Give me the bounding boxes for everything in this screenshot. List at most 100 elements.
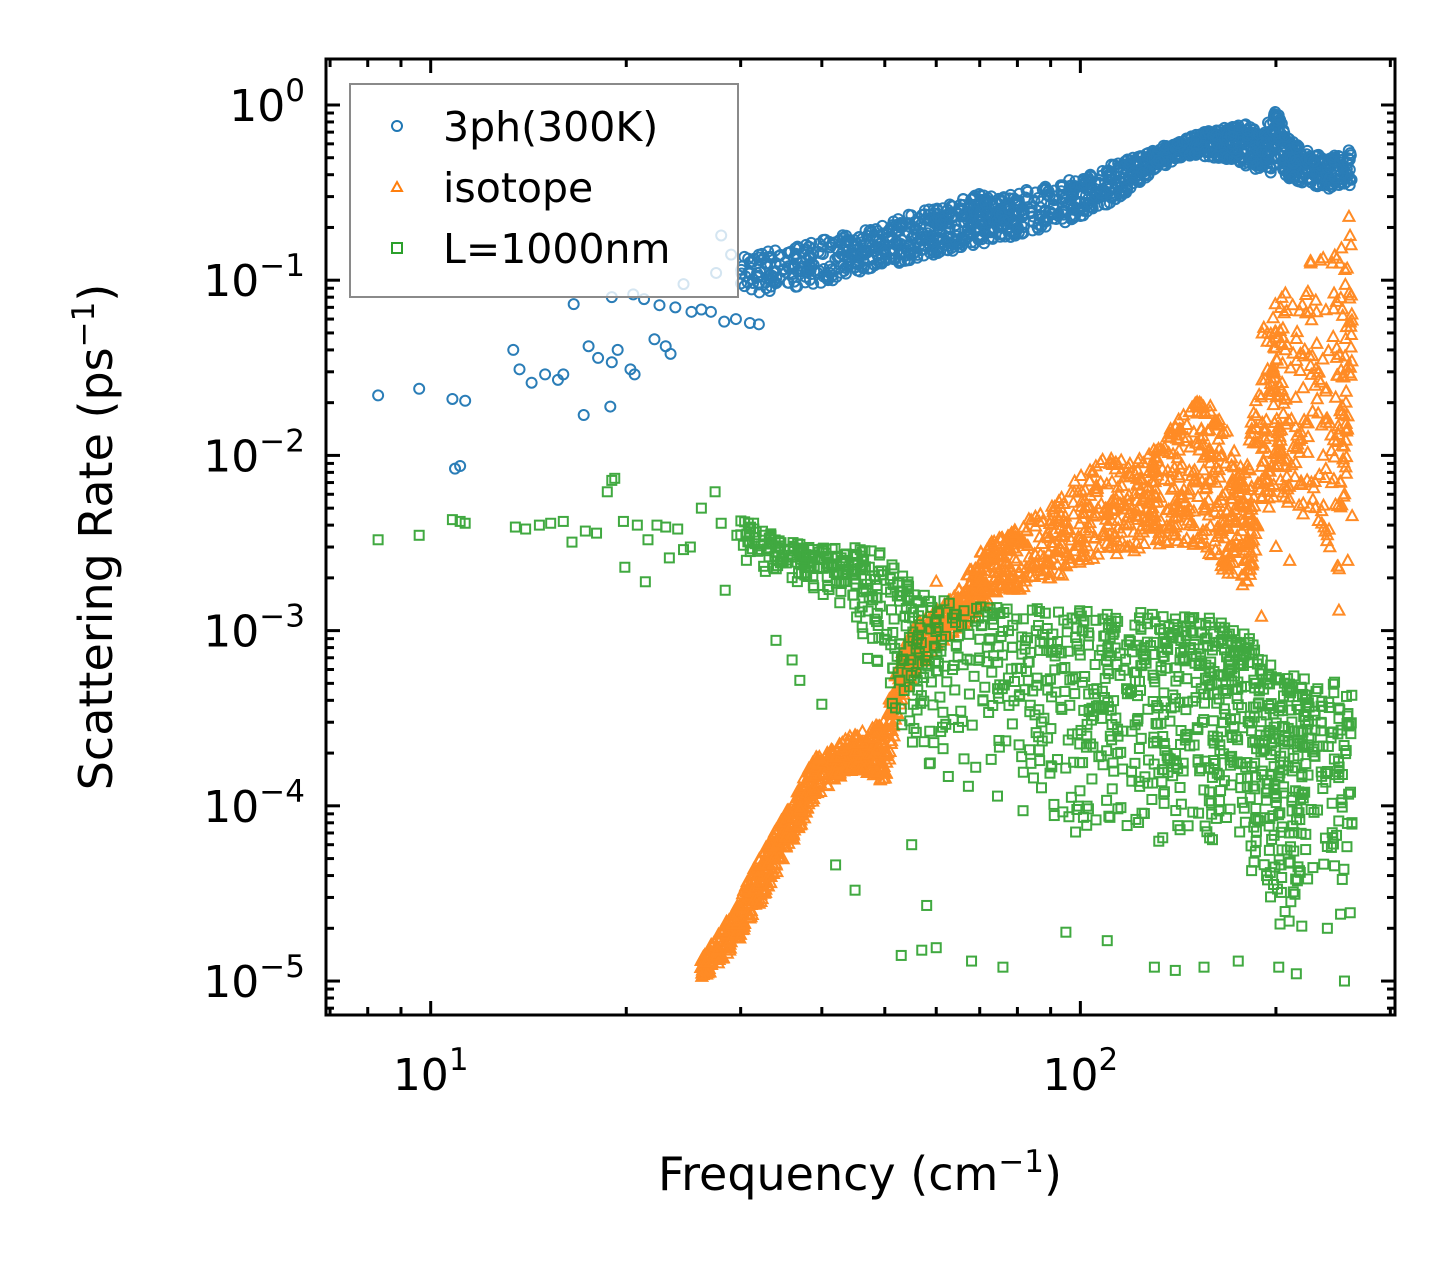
data-point-triangle [886,718,901,732]
data-point-square [994,607,1006,619]
data-point-square [1177,765,1189,777]
data-point-triangle [877,745,893,759]
data-point-circle [525,376,538,389]
data-point-triangle [1274,289,1290,303]
data-point-triangle [1284,411,1299,425]
data-point-square [1312,683,1324,695]
data-point-triangle [1203,398,1218,412]
data-point-triangle [1269,329,1284,343]
data-point-square [509,521,521,533]
data-point-circle [1130,170,1143,183]
data-point-square [1342,708,1354,720]
data-point-square [1077,757,1089,769]
data-point-square [1077,811,1089,823]
data-point-triangle [869,764,885,778]
data-point-square [1224,754,1236,766]
data-point-square [533,519,545,531]
data-point-square [520,523,532,535]
data-point-square [1112,723,1124,735]
data-point-triangle [1137,535,1152,550]
data-point-square [1056,703,1068,715]
data-point-triangle [1045,538,1060,552]
data-point-circle [1190,134,1203,147]
data-point-triangle [1036,566,1051,580]
data-point-circle [934,232,947,245]
data-point-square [1274,767,1286,779]
data-point-square [1185,625,1197,637]
data-point-circle [592,351,605,364]
data-point-square [1062,645,1074,657]
data-point-circle [1110,179,1123,192]
data-point-square [963,628,975,640]
data-point-square [1027,685,1039,697]
data-point-square [915,697,927,709]
data-point-square [1070,826,1082,838]
data-point-triangle [1296,495,1311,509]
data-point-circle [653,299,666,312]
data-point-square [1261,870,1273,882]
data-point-square [937,706,949,718]
data-point-triangle [1220,520,1236,535]
data-point-triangle [1296,348,1311,362]
data-point-circle [816,248,829,261]
data-point-square [823,560,835,572]
data-point-circle [1017,221,1030,234]
data-point-circle [1052,207,1065,220]
data-point-square [1079,671,1091,683]
data-point-square [787,537,799,549]
data-point-circle [718,315,731,328]
data-point-square [1002,672,1014,684]
data-point-triangle [1078,499,1093,513]
data-point-circle [828,264,841,277]
data-point-circle [1177,135,1190,148]
data-point-triangle [1028,547,1043,561]
data-point-square [857,628,869,640]
data-point-square [1237,660,1249,672]
data-point-circle [1021,185,1034,198]
data-point-circle [975,218,988,231]
data-point-triangle [1176,407,1191,421]
data-point-circle [1105,181,1118,194]
data-point-circle [789,249,802,262]
data-point-square [1047,645,1059,657]
data-point-triangle [1303,253,1318,267]
data-point-triangle [1344,306,1359,320]
data-point-circle [611,343,624,356]
data-point-square [907,612,919,624]
data-point-square [660,521,672,533]
data-point-triangle [1104,538,1120,552]
data-point-square [1279,906,1291,918]
data-point-square [808,582,820,594]
data-point-triangle [808,782,823,796]
data-point-circle [1225,137,1238,150]
data-point-circle [1152,154,1165,167]
data-point-triangle [1023,512,1039,526]
data-point-triangle [1344,508,1360,522]
data-point-square [372,534,384,546]
data-point-square [1047,628,1059,640]
data-point-triangle [1161,501,1177,515]
data-point-triangle [1313,252,1328,266]
data-point-square [1021,632,1033,644]
data-point-triangle [1046,524,1062,538]
data-point-circle [940,230,953,243]
data-point-triangle [1171,467,1186,481]
data-point-triangle [1107,501,1122,515]
data-point-triangle [1179,416,1195,431]
data-point-triangle [972,582,988,596]
data-point-circle [1241,132,1254,145]
data-point-triangle [1288,389,1303,403]
data-point-square [631,519,643,531]
data-point-triangle [1190,474,1205,488]
data-point-circle [1323,172,1336,185]
data-point-square [1210,812,1222,824]
data-point-square [1158,687,1170,699]
data-point-triangle [1338,276,1353,290]
data-point-square [1249,757,1261,769]
data-point-triangle [1186,503,1202,517]
data-point-triangle [1149,450,1165,464]
data-point-circle [800,253,813,266]
data-point-square [1208,737,1220,749]
data-point-triangle [1025,559,1040,574]
data-point-square [1017,805,1029,817]
